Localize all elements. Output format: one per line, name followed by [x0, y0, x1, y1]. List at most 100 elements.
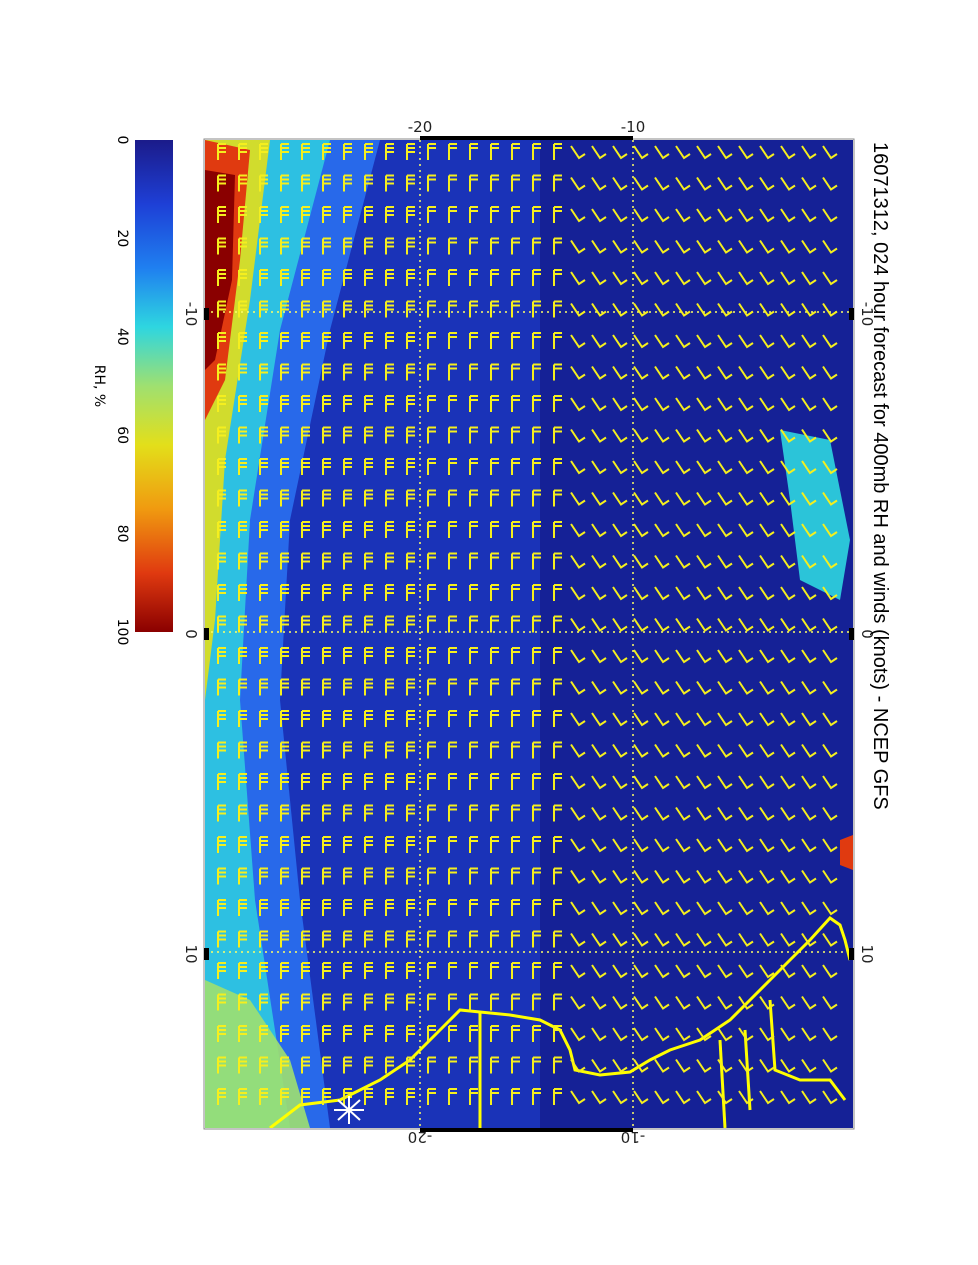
wind-barb [427, 773, 436, 790]
wind-barb [301, 489, 310, 507]
wind-barb [280, 867, 289, 885]
wind-barb [301, 552, 310, 570]
wind-barb [448, 363, 457, 381]
wind-barb [238, 804, 247, 822]
wind-barb [738, 334, 754, 349]
wind-barb [301, 426, 310, 444]
wind-barb [633, 680, 649, 695]
colorbar-swatch [135, 140, 173, 632]
wind-barb [511, 615, 520, 633]
wind-barb [301, 1025, 310, 1042]
wind-barb [364, 426, 373, 444]
wind-barb [696, 239, 712, 254]
wind-barb [822, 176, 838, 191]
wind-barb [696, 460, 712, 475]
wind-barb [280, 930, 289, 948]
wind-barb [511, 836, 520, 853]
wind-barb [259, 804, 268, 822]
wind-barb [822, 554, 838, 569]
wind-barb [364, 741, 373, 759]
wind-barb [217, 1056, 226, 1074]
wind-barb [217, 237, 226, 255]
wind-barb [675, 680, 691, 695]
wind-barb [532, 836, 541, 853]
wind-barb [280, 678, 289, 696]
wind-barb [301, 773, 310, 790]
wind-barb [570, 176, 586, 191]
wind-barb [738, 145, 754, 160]
wind-barb [280, 332, 289, 349]
wind-barb [612, 428, 628, 443]
wind-barb [343, 962, 352, 979]
wind-barb [406, 332, 415, 349]
wind-barb [759, 838, 775, 853]
wind-barb [633, 208, 649, 223]
wind-barb [406, 899, 415, 916]
wind-barb [427, 647, 436, 664]
wind-barb [633, 964, 649, 979]
wind-barb [696, 586, 712, 601]
wind-barb [532, 552, 541, 570]
wind-barb [217, 174, 226, 192]
wind-barb [553, 237, 562, 255]
wind-barb [364, 489, 373, 507]
wind-barb [364, 584, 373, 601]
wind-barb [259, 678, 268, 696]
wind-barb [301, 174, 310, 192]
wind-barb [633, 428, 649, 443]
wind-barb [696, 932, 712, 947]
wind-barb [238, 489, 247, 507]
wind-barb [490, 1056, 499, 1074]
wind-barb [675, 302, 691, 317]
wind-barb [822, 932, 838, 947]
wind-barb [570, 365, 586, 380]
wind-barb [591, 302, 607, 317]
wind-barb [717, 1058, 733, 1073]
wind-barb [570, 491, 586, 506]
wind-barb [301, 1056, 310, 1074]
wind-barb [490, 426, 499, 444]
wind-barb [490, 237, 499, 255]
wind-barb [696, 775, 712, 790]
wind-barb [490, 489, 499, 507]
wind-barb [469, 899, 478, 916]
wind-barb [553, 332, 562, 349]
wind-barb [570, 208, 586, 223]
wind-barb [448, 332, 457, 349]
wind-barb [469, 521, 478, 538]
wind-barb [591, 932, 607, 947]
wind-barb [259, 1025, 268, 1042]
wind-barb [696, 995, 712, 1010]
wind-barb [427, 174, 436, 192]
wind-barb [406, 521, 415, 538]
wind-barb [259, 867, 268, 885]
wind-barb [490, 804, 499, 822]
wind-barb [259, 741, 268, 759]
wind-barb [696, 617, 712, 632]
wind-barb [511, 237, 520, 255]
wind-barb [259, 930, 268, 948]
wind-barb [490, 930, 499, 948]
wind-barb [696, 901, 712, 916]
wind-barb [322, 395, 331, 412]
wind-barb [654, 869, 670, 884]
wind-barb [591, 208, 607, 223]
wind-barb [448, 552, 457, 570]
wind-barb [822, 649, 838, 664]
wind-barb [511, 930, 520, 948]
wind-barb [532, 237, 541, 255]
wind-barb [385, 647, 394, 664]
wind-barb [406, 1025, 415, 1042]
wind-barb [301, 993, 310, 1011]
wind-barb [759, 932, 775, 947]
wind-barb [822, 806, 838, 821]
wind-barb [717, 617, 733, 632]
wind-barb [301, 962, 310, 979]
wind-barb [553, 269, 562, 286]
wind-barb [759, 554, 775, 569]
wind-barb [570, 649, 586, 664]
wind-barb [406, 678, 415, 696]
wind-barb [322, 899, 331, 916]
wind-barb [259, 615, 268, 633]
wind-barb [822, 302, 838, 317]
